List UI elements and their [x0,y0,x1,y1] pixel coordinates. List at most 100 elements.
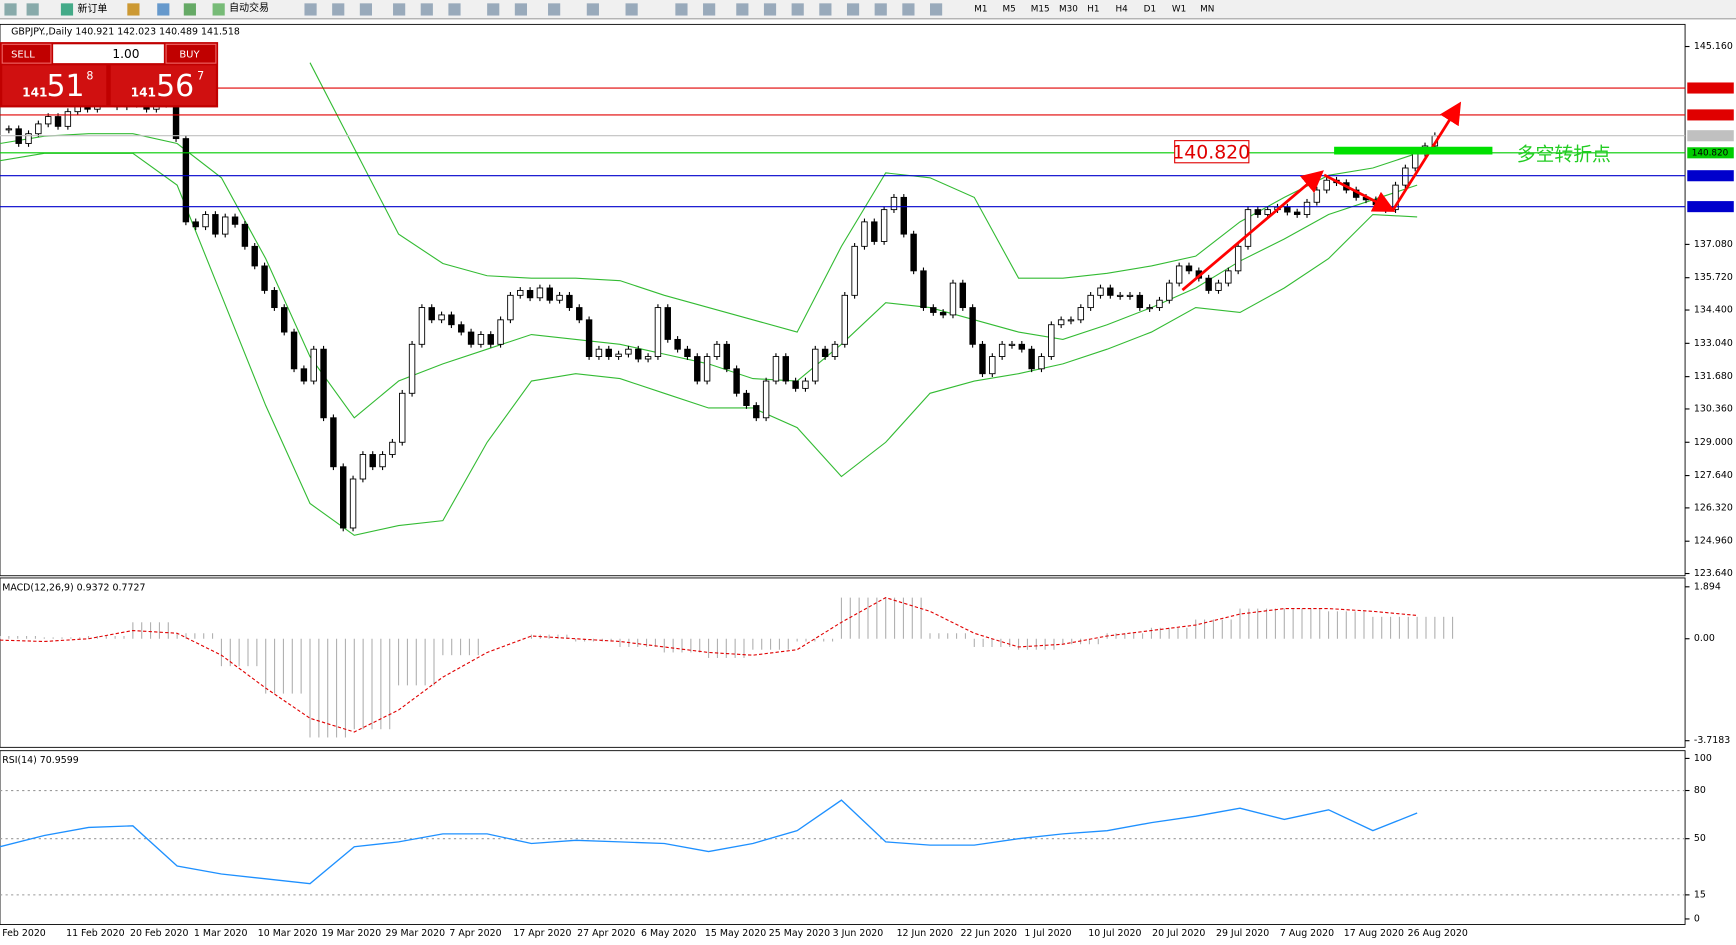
toolbar-icon[interactable] [514,3,527,16]
toolbar-icon[interactable] [127,3,140,16]
candle [5,128,13,131]
candle [1087,294,1094,309]
new-order-button[interactable]: 新订单 [78,2,108,15]
toolbar-icon[interactable] [846,3,860,16]
toolbar-icon[interactable] [902,3,915,16]
candle [625,348,632,355]
candle [1028,348,1035,370]
candle [300,368,308,382]
candle [1107,287,1114,296]
toolbar-icon[interactable] [26,3,39,16]
ask-prefix: 141 [131,86,156,100]
candle [458,324,465,333]
x-tick-label: 19 Mar 2020 [322,928,382,939]
bid-price-box[interactable] [2,65,107,106]
candle [595,348,603,357]
toolbar-icon[interactable] [791,3,804,16]
candle [1126,294,1134,297]
timeframe-button[interactable]: M15 [1031,4,1050,14]
rsi-panel [0,750,1686,925]
toolbar-icon[interactable] [393,3,406,16]
price-level-tag [1687,147,1734,159]
timeframe-button[interactable]: MN [1200,4,1214,14]
macd-title: MACD(12,26,9) 0.9372 0.7727 [2,582,145,593]
toolbar-icon[interactable] [548,3,561,16]
toolbar-icon[interactable] [930,3,943,16]
toolbar-icon[interactable] [4,3,17,16]
candle [1254,209,1262,215]
toolbar-icon[interactable] [819,3,832,16]
candle [1225,270,1232,284]
x-tick-label: 17 Apr 2020 [513,928,571,939]
bid-pip: 8 [86,69,93,82]
toolbar-icon[interactable] [874,3,887,16]
candle [1215,282,1222,291]
candle [1323,179,1330,191]
candle [1008,343,1016,346]
candle [684,348,691,357]
buy-label[interactable]: BUY [179,49,200,60]
toolbar-icon[interactable] [675,3,688,16]
candle [1411,152,1419,169]
candle [920,270,927,309]
candle [389,441,396,455]
plot-layer: 145.160 137.080 135.720 134.400 133.040 131.6… [0,41,1734,939]
toolbar-icon[interactable] [586,3,599,16]
sell-label[interactable]: SELL [11,49,35,60]
price-level-tag [1687,109,1734,121]
toolbar-icon[interactable] [448,3,461,16]
candle [871,221,878,242]
toolbar-icon[interactable] [359,3,372,16]
candle [949,282,957,316]
toolbar-icon[interactable] [703,3,716,16]
bollinger-band [309,62,1418,333]
candle [998,343,1006,357]
sell-button[interactable] [1,43,52,64]
volume-value[interactable]: 1.00 [112,47,139,61]
candle [379,454,386,468]
timeframe-button[interactable]: W1 [1172,4,1186,14]
volume-input[interactable] [53,44,164,64]
candle [271,289,278,309]
buy-button[interactable] [165,43,217,64]
y-tick-label: 80 [1694,785,1706,796]
toolbar-icon[interactable] [332,3,345,16]
trend-arrow [1391,101,1462,212]
x-tick-label: 3 Jun 2020 [833,928,884,939]
candle [831,343,839,357]
candle [25,133,32,144]
x-tick-label: 26 Aug 2020 [1408,928,1468,939]
timeframe-button[interactable]: M1 [974,4,987,14]
candle [507,294,514,321]
candle [713,343,721,357]
candle [54,116,62,127]
toolbar-icon[interactable] [183,3,196,16]
toolbar-icon[interactable] [304,3,317,16]
toolbar-icon[interactable] [487,3,500,16]
x-tick-label: 1 Jul 2020 [1024,928,1071,939]
toolbar-icon[interactable] [420,3,433,16]
toolbar-icon[interactable] [763,3,777,16]
timeframe-button[interactable]: D1 [1144,4,1156,14]
ask-price-box[interactable] [110,65,216,106]
toolbar-icon[interactable] [736,3,749,16]
price-level-tag [1687,170,1734,182]
auto-trading-icon[interactable] [212,3,225,16]
toolbar-icon[interactable] [157,3,170,16]
timeframe-button[interactable]: M30 [1059,4,1078,14]
candle [438,314,445,321]
rsi-title: RSI(14) 70.9599 [2,755,78,766]
y-tick-label: 134.400 [1694,305,1733,316]
timeframe-button[interactable]: H1 [1087,4,1099,14]
candle [900,196,908,235]
timeframe-button[interactable]: H4 [1115,4,1128,14]
new-order-icon[interactable] [60,3,74,16]
candle [517,289,524,296]
auto-trading-button[interactable]: 自动交易 [229,1,269,14]
y-tick-label: 1.894 [1694,581,1721,592]
toolbar-icon[interactable] [625,3,638,16]
trend-arrow [1181,170,1324,292]
timeframe-button[interactable]: M5 [1003,4,1016,14]
candle [448,314,455,326]
